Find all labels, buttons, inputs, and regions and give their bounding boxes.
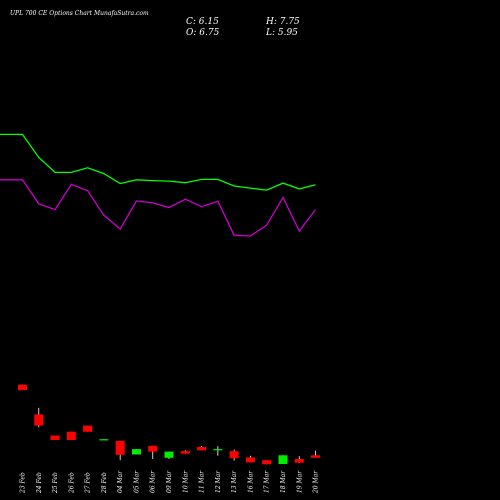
date-label: 28 Feb bbox=[101, 472, 108, 494]
date-label: 10 Mar bbox=[182, 470, 189, 493]
date-label: 27 Feb bbox=[85, 472, 92, 494]
indicator-lines bbox=[0, 133, 317, 237]
candle-body bbox=[213, 449, 223, 451]
close-value: C: 6.15 bbox=[186, 17, 219, 27]
candle-3 bbox=[66, 431, 76, 441]
candle-13 bbox=[229, 449, 239, 461]
candle-body bbox=[34, 414, 44, 426]
date-label: 13 Mar bbox=[231, 470, 238, 493]
candle-body bbox=[197, 447, 207, 451]
green-indicator-line bbox=[0, 133, 316, 191]
candle-body bbox=[294, 459, 304, 463]
candle-16 bbox=[278, 455, 288, 464]
date-label: 23 Feb bbox=[20, 472, 27, 494]
candle-9 bbox=[164, 451, 174, 460]
candle-10 bbox=[180, 450, 190, 454]
magenta-indicator-line bbox=[0, 179, 317, 237]
date-label: 05 Mar bbox=[133, 470, 140, 493]
candle-12 bbox=[213, 446, 223, 456]
candle-5 bbox=[99, 439, 109, 441]
chart-title: UPL 700 CE Options Chart MunafaSutra.com bbox=[10, 10, 149, 17]
date-label: 18 Mar bbox=[280, 470, 287, 493]
candle-body bbox=[115, 440, 125, 455]
high-value: H: 7.75 bbox=[265, 17, 300, 27]
candle-14 bbox=[245, 455, 255, 463]
date-label: 12 Mar bbox=[215, 470, 222, 493]
candle-body bbox=[245, 457, 255, 463]
date-label: 20 Mar bbox=[313, 470, 320, 494]
candle-0 bbox=[18, 384, 27, 391]
candle-body bbox=[180, 451, 190, 454]
date-label: 19 Mar bbox=[296, 470, 303, 493]
candle-body bbox=[18, 384, 27, 391]
date-label: 26 Feb bbox=[68, 472, 75, 494]
candle-body bbox=[50, 435, 60, 440]
date-label: 25 Feb bbox=[52, 472, 59, 494]
candle-1 bbox=[34, 407, 44, 428]
date-axis: 23 Feb 24 Feb 25 Feb 26 Feb 27 Feb 28 Feb 04 M… bbox=[20, 470, 320, 494]
low-value: L: 5.95 bbox=[265, 28, 298, 38]
candle-body bbox=[164, 451, 174, 458]
date-label: 11 Mar bbox=[199, 470, 206, 493]
date-label: 17 Mar bbox=[264, 470, 271, 493]
candle-body bbox=[262, 460, 272, 465]
candle-body bbox=[229, 451, 239, 459]
candle-body bbox=[83, 425, 93, 432]
candle-body bbox=[278, 455, 288, 464]
date-label: 09 Mar bbox=[166, 470, 173, 493]
candle-8 bbox=[148, 445, 158, 460]
date-label: 04 Mar bbox=[117, 470, 124, 493]
candle-7 bbox=[132, 449, 141, 455]
date-label: 06 Mar bbox=[150, 470, 157, 493]
date-label: 16 Mar bbox=[247, 470, 254, 493]
candle-2 bbox=[50, 435, 60, 441]
candles bbox=[18, 384, 320, 465]
candle-15 bbox=[262, 460, 272, 465]
candle-body bbox=[148, 445, 158, 452]
candle-body bbox=[311, 455, 320, 458]
open-value: O: 6.75 bbox=[186, 28, 220, 38]
candle-17 bbox=[294, 456, 304, 463]
date-label: 24 Feb bbox=[36, 472, 43, 494]
candle-body bbox=[132, 449, 141, 455]
candle-11 bbox=[197, 446, 207, 451]
candle-18 bbox=[311, 450, 320, 458]
candle-4 bbox=[83, 425, 93, 432]
candle-body bbox=[66, 431, 76, 440]
candle-6 bbox=[115, 440, 125, 461]
candle-body bbox=[99, 439, 109, 441]
